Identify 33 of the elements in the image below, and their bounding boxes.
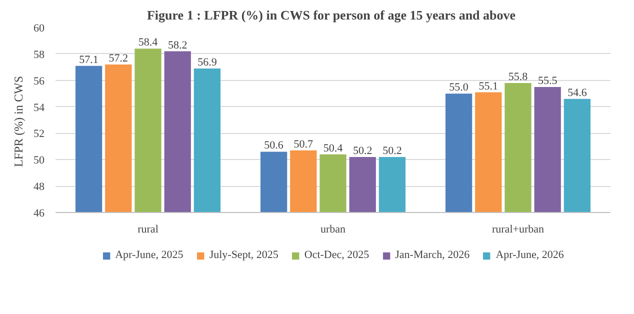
data-label: 58.2: [168, 39, 188, 52]
data-label: 57.1: [79, 54, 98, 66]
y-tick-label: 60: [34, 22, 45, 34]
legend-label: July-Sept, 2025: [209, 249, 278, 261]
legend-label: Apr-June, 2026: [496, 249, 564, 261]
data-label: 50.2: [352, 145, 372, 157]
y-tick-label: 54: [34, 102, 45, 114]
legend-label: Oct-Dec, 2025: [304, 249, 370, 261]
y-tick-label: 50: [34, 154, 45, 167]
y-tick-label: 56: [34, 75, 45, 88]
data-label: 50.7: [294, 138, 314, 150]
y-tick-label: 46: [34, 208, 45, 220]
data-label: 55.1: [478, 80, 498, 92]
y-tick-label: 48: [34, 181, 45, 194]
y-axis-title: LFPR (%) in CWS: [12, 76, 26, 168]
data-label: 50.2: [382, 145, 402, 157]
data-label: 55.8: [508, 71, 528, 83]
data-label: 56.9: [198, 56, 218, 68]
y-tick-label: 52: [34, 128, 44, 140]
data-label: 55.5: [538, 74, 558, 87]
x-tick-label: rural+urban: [492, 224, 545, 236]
x-tick-label: urban: [320, 224, 346, 236]
data-label: 58.4: [138, 36, 158, 49]
chart-title: Figure 1 : LFPR (%) in CWS for person of age 15 years and above: [146, 8, 516, 22]
data-label: 50.6: [264, 140, 284, 152]
legend-label: Apr-June, 2025: [115, 249, 184, 261]
data-label: 54.6: [568, 86, 588, 99]
legend-label: Jan-March, 2026: [395, 249, 470, 261]
x-tick-label: rural: [138, 224, 158, 236]
data-label: 50.4: [323, 142, 344, 154]
data-label: 55.0: [449, 82, 469, 94]
y-tick-label: 58: [34, 48, 45, 61]
data-label: 57.2: [108, 52, 128, 64]
